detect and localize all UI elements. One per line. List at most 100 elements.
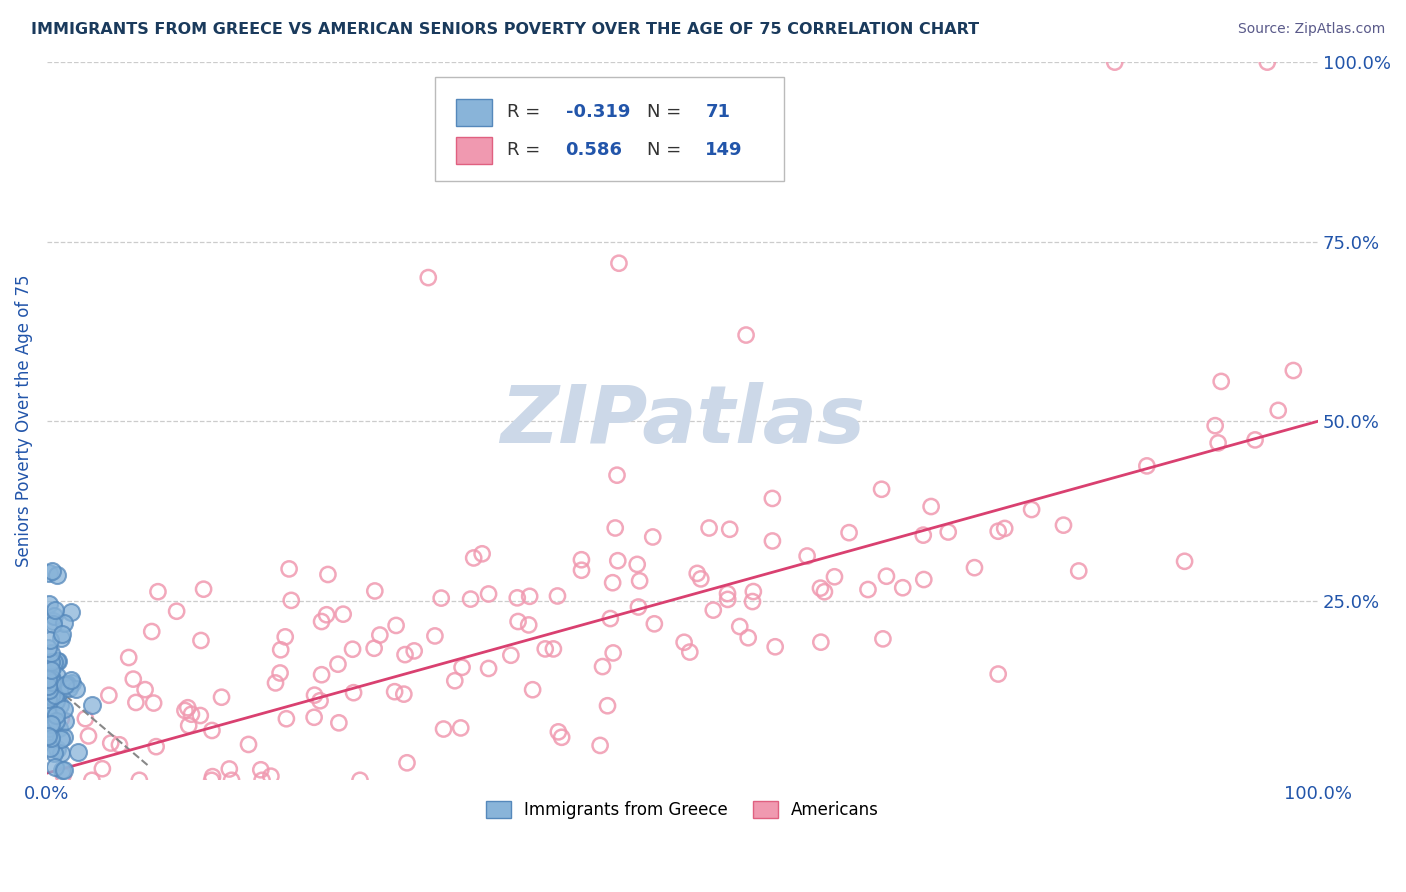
Point (37, 727, 59, 741)
Point (37, 673, 59, 687)
Point (742, 584, 765, 599)
Point (602, 575, 624, 590)
Point (385, 618, 408, 632)
Point (602, 646, 624, 660)
Point (39, 670, 62, 684)
Point (201, 723, 224, 738)
Point (53, 714, 76, 728)
Point (39, 689, 62, 703)
Point (392, 687, 415, 701)
Point (48, 721, 70, 735)
Point (44, 689, 66, 703)
Point (280, 593, 302, 607)
Point (142, 696, 165, 710)
Point (384, 684, 406, 698)
Point (58, 681, 80, 695)
Point (592, 659, 614, 673)
Point (59, 673, 82, 687)
Point (278, 562, 301, 576)
Point (810, 581, 832, 595)
Point (41, 686, 63, 700)
Point (100, 736, 122, 750)
Point (987, 667, 1010, 681)
Point (394, 648, 416, 662)
Point (517, 618, 540, 632)
Point (65, 681, 87, 696)
Point (506, 615, 529, 629)
Point (269, 665, 291, 680)
Point (550, 731, 572, 745)
Point (39, 731, 62, 745)
Point (44, 760, 66, 774)
FancyBboxPatch shape (434, 77, 785, 181)
Point (606, 468, 628, 483)
Point (53, 702, 76, 716)
Point (763, 640, 786, 654)
Point (38, 721, 60, 735)
Point (506, 591, 529, 605)
Point (686, 566, 709, 581)
Point (238, 738, 260, 752)
Point (55, 676, 77, 690)
Point (606, 554, 628, 568)
Point (218, 762, 240, 776)
Point (46, 742, 69, 756)
Point (53, 615, 76, 630)
Point (44, 603, 66, 617)
Point (80, 773, 103, 788)
Point (311, 615, 333, 629)
Point (41, 674, 63, 689)
Point (67, 745, 90, 759)
Point (49, 631, 72, 645)
Point (477, 661, 499, 675)
Point (128, 773, 150, 788)
Point (741, 594, 763, 608)
Point (395, 756, 418, 770)
Point (499, 648, 522, 663)
Point (302, 710, 325, 724)
Point (45, 708, 67, 723)
Point (39, 646, 62, 660)
Point (274, 630, 297, 644)
Point (643, 616, 665, 631)
Point (276, 712, 298, 726)
Point (188, 708, 211, 723)
FancyBboxPatch shape (456, 99, 492, 126)
Point (80, 698, 103, 712)
Point (418, 270, 440, 285)
Point (519, 590, 541, 604)
Point (1052, 518, 1074, 533)
Point (38, 597, 60, 611)
Y-axis label: Seniors Poverty Over the Age of 75: Seniors Poverty Over the Age of 75 (15, 275, 32, 567)
Point (1244, 433, 1267, 447)
Point (432, 722, 454, 736)
Point (404, 644, 426, 658)
Point (810, 635, 832, 649)
Point (37, 706, 59, 720)
Point (872, 632, 894, 646)
Point (174, 703, 197, 717)
Point (596, 698, 619, 713)
Point (51, 712, 73, 726)
Point (49, 698, 72, 713)
Point (315, 607, 337, 622)
Point (1204, 418, 1226, 433)
Point (211, 690, 233, 705)
Text: R =: R = (508, 142, 546, 160)
Point (60, 675, 83, 690)
Point (190, 633, 212, 648)
Point (363, 641, 385, 656)
Point (41, 672, 63, 686)
Point (51, 732, 73, 747)
Point (1174, 554, 1197, 568)
Point (37, 640, 59, 655)
Point (1256, 55, 1278, 70)
Point (180, 707, 202, 722)
Point (522, 682, 544, 697)
Point (37, 658, 59, 673)
Point (328, 715, 350, 730)
Point (450, 721, 472, 735)
Point (42, 614, 65, 628)
Point (423, 629, 446, 643)
Point (349, 773, 371, 788)
